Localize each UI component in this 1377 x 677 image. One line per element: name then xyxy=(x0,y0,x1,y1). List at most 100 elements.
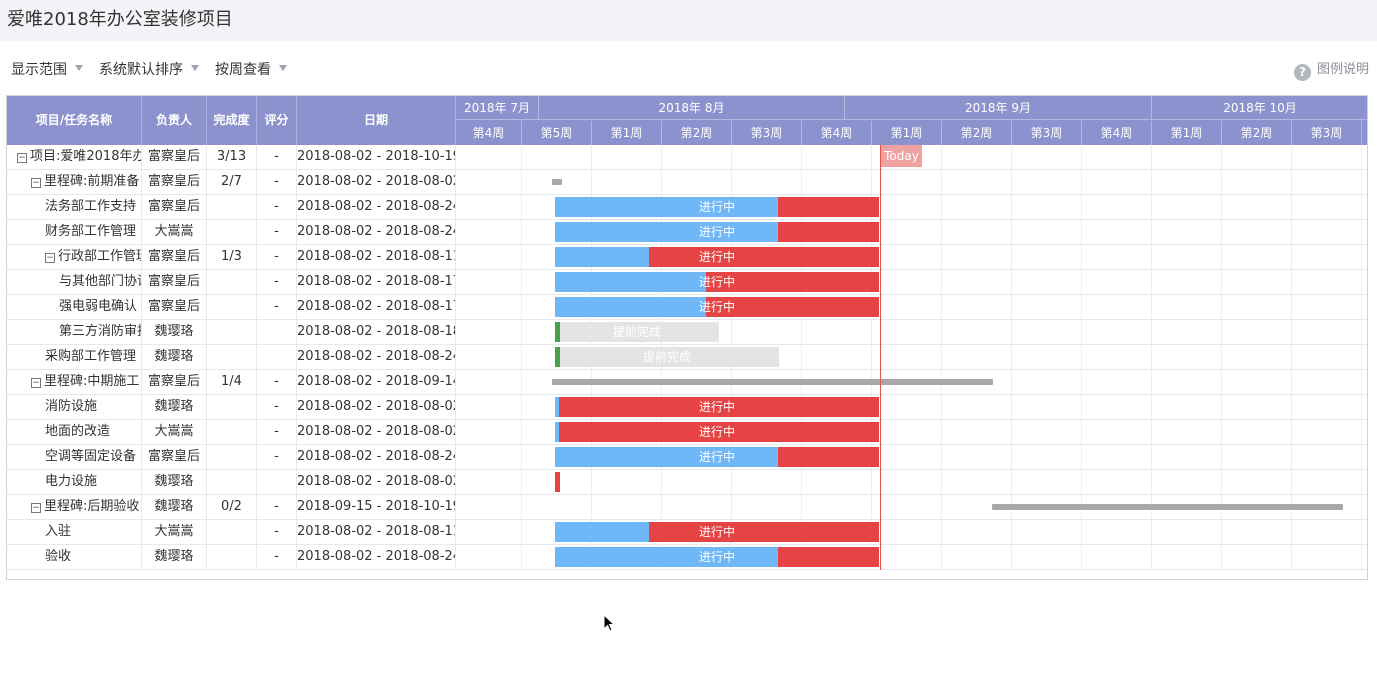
bar-status-label: 进行中 xyxy=(698,450,735,464)
column-header-name[interactable]: 项目/任务名称 xyxy=(7,96,142,145)
task-owner-cell: 富察皇后 xyxy=(142,245,207,270)
table-row[interactable]: 采购部工作管理 魏璎珞 2018-08-02 - 2018-08-24 xyxy=(7,345,1367,370)
overdue-portion xyxy=(778,547,879,567)
table-row[interactable]: 电力设施 魏璎珞 2018-08-02 - 2018-08-02 xyxy=(7,470,1367,495)
task-progress-bar[interactable]: 进行中 xyxy=(555,222,879,242)
task-date-cell: 2018-08-02 - 2018-08-18 xyxy=(297,320,456,345)
task-progress-bar[interactable]: 进行中 xyxy=(555,247,879,267)
task-date-cell: 2018-09-15 - 2018-10-19 xyxy=(297,495,456,520)
sort-dropdown[interactable]: 系统默认排序 xyxy=(99,59,199,79)
overdue-portion xyxy=(778,447,879,467)
task-name-cell[interactable]: 法务部工作支持 xyxy=(7,195,142,220)
task-progress-bar[interactable]: 进行中 xyxy=(555,297,879,317)
task-name-cell[interactable]: 与其他部门协调 xyxy=(7,270,142,295)
milestone-bar[interactable] xyxy=(552,179,562,185)
view-mode-dropdown[interactable]: 按周查看 xyxy=(215,59,287,79)
table-row[interactable]: 与其他部门协调 富察皇后 -2018-08-02 - 2018-08-17 xyxy=(7,270,1367,295)
table-row[interactable]: 地面的改造 大嵩嵩 -2018-08-02 - 2018-08-02 xyxy=(7,420,1367,445)
completed-portion xyxy=(555,522,649,542)
task-date-cell: 2018-08-02 - 2018-08-24 xyxy=(297,445,456,470)
task-name: 空调等固定设备 xyxy=(45,449,137,464)
task-name-cell[interactable]: 第三方消防审批 xyxy=(7,320,142,345)
task-progress-cell xyxy=(207,445,257,470)
table-row[interactable]: 法务部工作支持 富察皇后 -2018-08-02 - 2018-08-24 xyxy=(7,195,1367,220)
task-progress-bar[interactable] xyxy=(555,472,560,492)
task-progress-cell xyxy=(207,545,257,570)
task-name-cell[interactable]: 空调等固定设备 xyxy=(7,445,142,470)
collapse-toggle-icon[interactable]: − xyxy=(31,178,41,188)
collapse-toggle-icon[interactable]: − xyxy=(45,253,55,263)
task-name-cell[interactable]: 财务部工作管理 xyxy=(7,220,142,245)
bar-status-label: 进行中 xyxy=(698,225,735,239)
task-name-cell[interactable]: 入驻 xyxy=(7,520,142,545)
table-row[interactable]: 入驻 大嵩嵩 -2018-08-02 - 2018-08-11 xyxy=(7,520,1367,545)
task-name: 项目:爱唯2018年办公室装修项目 xyxy=(30,149,141,164)
table-row[interactable]: 消防设施 魏璎珞 -2018-08-02 - 2018-08-02 xyxy=(7,395,1367,420)
task-progress-bar[interactable]: 进行中 xyxy=(555,397,879,417)
task-progress-bar[interactable]: 进行中 xyxy=(555,522,879,542)
task-name-cell[interactable]: 消防设施 xyxy=(7,395,142,420)
column-header-date[interactable]: 日期 xyxy=(297,96,456,145)
task-name-cell[interactable]: − 里程碑:后期验收 xyxy=(7,495,142,520)
collapse-toggle-icon[interactable]: − xyxy=(17,153,27,163)
task-owner-cell: 魏璎珞 xyxy=(142,320,207,345)
column-header-progress[interactable]: 完成度 xyxy=(207,96,257,145)
table-row[interactable]: 强电弱电确认 富察皇后 -2018-08-02 - 2018-08-17 xyxy=(7,295,1367,320)
week-gridline xyxy=(941,145,942,570)
task-name: 强电弱电确认 xyxy=(59,299,138,314)
table-row[interactable]: 验收 魏璎珞 -2018-08-02 - 2018-08-24 xyxy=(7,545,1367,570)
display-range-dropdown[interactable]: 显示范围 xyxy=(11,59,83,79)
task-progress-bar[interactable]: 进行中 xyxy=(555,447,879,467)
task-name-cell[interactable]: 地面的改造 xyxy=(7,420,142,445)
table-row[interactable]: − 里程碑:前期准备 富察皇后 2/7-2018-08-02 - 2018-08-02 xyxy=(7,170,1367,195)
table-row[interactable]: − 里程碑:后期验收 魏璎珞 0/2-2018-09-15 - 2018-10-19 xyxy=(7,495,1367,520)
collapse-toggle-icon[interactable]: − xyxy=(31,503,41,513)
bar-status-label: 进行中 xyxy=(698,525,735,539)
overdue-portion xyxy=(778,222,879,242)
question-circle-icon: ? xyxy=(1293,64,1311,81)
task-progress-bar[interactable]: 进行中 xyxy=(555,272,879,292)
table-row[interactable]: 第三方消防审批 魏璎珞 2018-08-02 - 2018-08-18 xyxy=(7,320,1367,345)
view-mode-label: 按周查看 xyxy=(215,62,271,78)
column-header-owner[interactable]: 负责人 xyxy=(142,96,207,145)
milestone-bar[interactable] xyxy=(992,504,1343,510)
task-name-cell[interactable]: 强电弱电确认 xyxy=(7,295,142,320)
task-early-complete-bar[interactable]: 提前完成 xyxy=(555,347,779,367)
task-rating-cell xyxy=(257,345,297,370)
task-rating-cell: - xyxy=(257,270,297,295)
milestone-bar[interactable] xyxy=(552,379,993,385)
task-progress-bar[interactable]: 进行中 xyxy=(555,547,879,567)
column-header-rating[interactable]: 评分 xyxy=(257,96,297,145)
task-progress-cell xyxy=(207,520,257,545)
task-rating-cell xyxy=(257,320,297,345)
legend-button[interactable]: ? 图例说明 xyxy=(1293,58,1369,81)
task-progress-bar[interactable]: 进行中 xyxy=(555,197,879,217)
completed-portion xyxy=(555,547,778,567)
task-progress-cell xyxy=(207,345,257,370)
sort-label: 系统默认排序 xyxy=(99,62,183,78)
table-row[interactable]: − 里程碑:中期施工 富察皇后 1/4-2018-08-02 - 2018-09-14 xyxy=(7,370,1367,395)
completed-portion xyxy=(555,447,778,467)
task-name-cell[interactable]: − 行政部工作管理 xyxy=(7,245,142,270)
task-progress-bar[interactable]: 进行中 xyxy=(555,422,879,442)
week-header: 第1周 xyxy=(592,121,662,145)
table-row[interactable]: 财务部工作管理 大嵩嵩 -2018-08-02 - 2018-08-24 xyxy=(7,220,1367,245)
task-name-cell[interactable]: 采购部工作管理 xyxy=(7,345,142,370)
task-name-cell[interactable]: 验收 xyxy=(7,545,142,570)
table-header: 项目/任务名称 负责人 完成度 评分 日期 xyxy=(7,96,456,145)
table-row[interactable]: −项目:爱唯2018年办公室装修项目富察皇后3/13-2018-08-02 - … xyxy=(7,145,1367,170)
month-header: 2018年 7月 xyxy=(456,96,539,120)
task-name-cell[interactable]: − 里程碑:前期准备 xyxy=(7,170,142,195)
task-rating-cell xyxy=(257,470,297,495)
task-name-cell[interactable]: 电力设施 xyxy=(7,470,142,495)
task-progress-cell: 2/7 xyxy=(207,170,257,195)
task-name-cell[interactable]: − 里程碑:中期施工 xyxy=(7,370,142,395)
task-rating-cell: - xyxy=(257,520,297,545)
task-name-cell[interactable]: −项目:爱唯2018年办公室装修项目 xyxy=(7,145,142,170)
table-row[interactable]: − 行政部工作管理 富察皇后 1/3-2018-08-02 - 2018-08-11 xyxy=(7,245,1367,270)
task-rating-cell: - xyxy=(257,145,297,170)
task-early-complete-bar[interactable]: 提前完成 xyxy=(555,322,719,342)
chevron-down-icon xyxy=(279,65,287,71)
collapse-toggle-icon[interactable]: − xyxy=(31,378,41,388)
table-row[interactable]: 空调等固定设备 富察皇后 -2018-08-02 - 2018-08-24 xyxy=(7,445,1367,470)
